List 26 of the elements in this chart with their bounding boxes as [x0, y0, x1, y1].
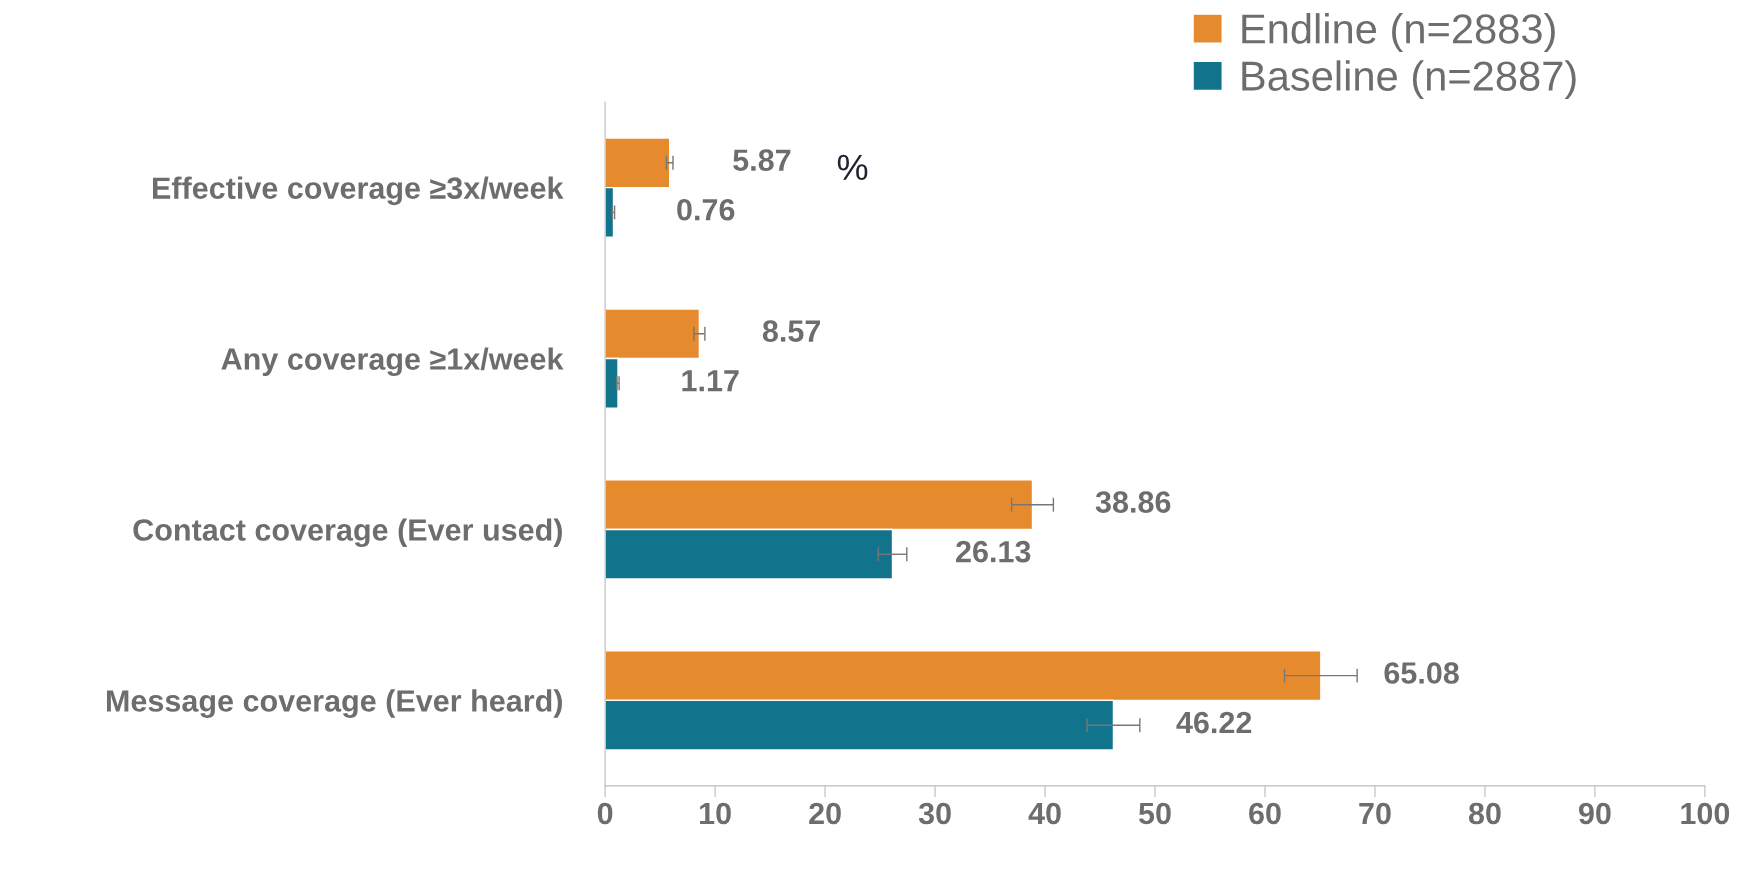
data-label: 65.08: [1384, 662, 1459, 684]
y-tick-label: Any coverage ≥1x/week: [221, 347, 564, 377]
y-tick-label: Effective coverage ≥3x/week: [153, 176, 564, 206]
x-tick-label: 50: [1138, 802, 1171, 825]
x-tick-label: 90: [1578, 802, 1611, 825]
annotation: %: [837, 154, 868, 181]
data-label: 0.76: [677, 198, 735, 221]
data-label: 8.57: [762, 320, 821, 342]
data-label: 26.13: [956, 540, 1031, 563]
data-label: 1.17: [682, 370, 739, 392]
y-tick-label: Message coverage (Ever heard): [106, 689, 562, 718]
x-tick-label: 0: [597, 802, 613, 825]
data-label: 38.86: [1095, 491, 1171, 513]
x-tick-label: 30: [918, 802, 951, 825]
data-label: 46.22: [1176, 711, 1252, 734]
x-tick-label: 40: [1028, 802, 1061, 825]
legend-label: Endline (n=2883): [1242, 13, 1555, 52]
legend-label: Baseline (n=2887): [1242, 60, 1576, 100]
data-label: 5.87: [733, 149, 791, 172]
x-tick-label: 20: [809, 802, 841, 825]
x-tick-label: 60: [1249, 802, 1281, 825]
x-tick-label: 10: [700, 802, 731, 825]
x-tick-label: 70: [1359, 802, 1391, 825]
y-tick-label: Contact coverage (Ever used): [133, 518, 562, 548]
x-tick-label: 100: [1681, 802, 1730, 825]
x-tick-label: 80: [1468, 802, 1501, 825]
